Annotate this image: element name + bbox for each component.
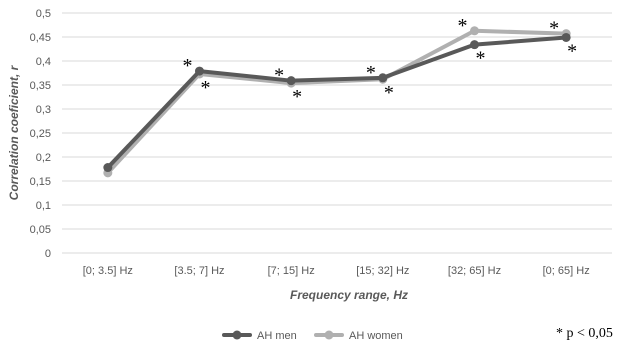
x-axis-tick-labels: [0; 3.5] Hz [3.5; 7] Hz [7; 15] Hz [15; 32]… — [83, 265, 590, 277]
significance-footnote: * p < 0,05 — [556, 326, 613, 341]
y-axis-title: Correlation coeficient, r — [7, 64, 21, 200]
significance-star: * — [549, 18, 559, 40]
legend-label: AH women — [349, 330, 403, 342]
legend-label: AH men — [257, 330, 297, 342]
significance-star: * — [476, 48, 486, 70]
significance-star: * — [384, 82, 394, 104]
y-tick-label: 0 — [45, 248, 51, 260]
legend-swatch-marker — [324, 330, 334, 340]
legend: AH men AH women — [222, 330, 403, 342]
y-tick-label: 0,15 — [30, 176, 51, 188]
data-point — [561, 32, 571, 42]
series-line-ah-men — [105, 35, 569, 170]
x-tick-label: [15; 32] Hz — [356, 265, 409, 277]
x-tick-label: [7; 15] Hz — [268, 265, 315, 277]
y-axis-tick-labels: 0 0,05 0,1 0,15 0,2 0,25 0,3 0,35 0,4 0,45 0,5 — [30, 8, 51, 260]
legend-swatch-marker — [232, 330, 242, 340]
y-tick-label: 0,5 — [36, 8, 51, 20]
data-point — [286, 76, 296, 86]
x-axis-title: Frequency range, Hz — [290, 288, 408, 302]
y-tick-label: 0,2 — [36, 152, 51, 164]
x-tick-label: [3.5; 7] Hz — [174, 265, 224, 277]
significance-star: * — [567, 40, 577, 62]
significance-star: * — [458, 15, 468, 37]
significance-star: * — [366, 62, 376, 84]
x-tick-label: [32; 65] Hz — [448, 265, 501, 277]
significance-star: * — [292, 86, 302, 108]
significance-star: * — [201, 77, 211, 99]
y-tick-label: 0,35 — [30, 80, 51, 92]
data-point — [103, 163, 113, 173]
y-tick-label: 0,05 — [30, 224, 51, 236]
data-point — [378, 73, 388, 83]
significance-star: * — [274, 65, 284, 87]
x-tick-label: [0; 65] Hz — [543, 265, 590, 277]
gridlines — [62, 12, 612, 254]
x-tick-label: [0; 3.5] Hz — [83, 265, 133, 277]
data-point — [470, 40, 479, 50]
data-point — [470, 26, 479, 36]
series-line-ah-women — [105, 28, 569, 175]
y-tick-label: 0,1 — [36, 200, 51, 212]
series-lines — [103, 26, 571, 178]
y-tick-label: 0,3 — [36, 104, 51, 116]
significance-star: * — [183, 55, 193, 77]
significance-markers: * * * * * * * * * * — [183, 15, 578, 108]
y-tick-label: 0,25 — [30, 128, 51, 140]
y-tick-label: 0,45 — [30, 32, 51, 44]
y-tick-label: 0,4 — [36, 56, 51, 68]
data-point — [195, 66, 204, 76]
